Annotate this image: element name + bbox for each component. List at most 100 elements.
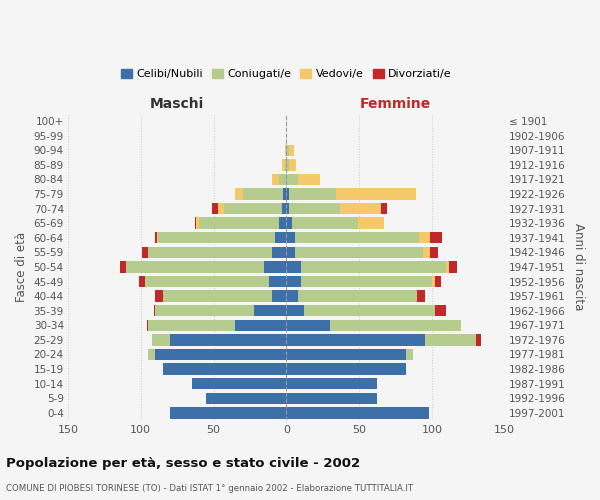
- Bar: [145, 276, 269, 287]
- Bar: [279, 174, 286, 185]
- Bar: [272, 246, 286, 258]
- Bar: [289, 203, 340, 214]
- Y-axis label: Anni di nascita: Anni di nascita: [572, 224, 585, 310]
- Bar: [286, 349, 406, 360]
- Bar: [381, 203, 387, 214]
- Bar: [224, 203, 282, 214]
- Bar: [272, 290, 286, 302]
- Bar: [419, 232, 430, 243]
- Bar: [286, 392, 377, 404]
- Bar: [163, 364, 286, 375]
- Bar: [272, 174, 279, 185]
- Bar: [269, 276, 286, 287]
- Bar: [170, 334, 286, 345]
- Bar: [163, 290, 272, 302]
- Bar: [336, 188, 416, 200]
- Bar: [358, 218, 384, 229]
- Bar: [286, 262, 301, 272]
- Bar: [289, 188, 336, 200]
- Bar: [279, 218, 286, 229]
- Bar: [286, 364, 406, 375]
- Bar: [155, 305, 254, 316]
- Bar: [286, 203, 289, 214]
- Bar: [286, 276, 301, 287]
- Bar: [146, 320, 148, 331]
- Bar: [425, 334, 476, 345]
- Bar: [292, 218, 358, 229]
- Bar: [476, 334, 481, 345]
- Bar: [286, 290, 298, 302]
- Bar: [330, 320, 461, 331]
- Bar: [158, 232, 275, 243]
- Bar: [449, 262, 457, 272]
- Bar: [285, 159, 286, 170]
- Bar: [286, 159, 289, 170]
- Bar: [121, 262, 126, 272]
- Bar: [139, 276, 145, 287]
- Bar: [154, 305, 155, 316]
- Bar: [282, 203, 286, 214]
- Bar: [157, 232, 158, 243]
- Bar: [286, 334, 425, 345]
- Bar: [235, 320, 286, 331]
- Bar: [286, 188, 289, 200]
- Text: Femmine: Femmine: [360, 97, 431, 111]
- Bar: [285, 144, 286, 156]
- Bar: [254, 305, 286, 316]
- Bar: [212, 203, 218, 214]
- Text: COMUNE DI PIOBESI TORINESE (TO) - Dati ISTAT 1° gennaio 2002 - Elaborazione TUTT: COMUNE DI PIOBESI TORINESE (TO) - Dati I…: [6, 484, 413, 493]
- Bar: [295, 246, 423, 258]
- Bar: [298, 174, 320, 185]
- Bar: [286, 305, 304, 316]
- Y-axis label: Fasce di età: Fasce di età: [15, 232, 28, 302]
- Bar: [218, 203, 224, 214]
- Bar: [430, 246, 437, 258]
- Bar: [298, 290, 418, 302]
- Bar: [423, 246, 430, 258]
- Bar: [286, 144, 289, 156]
- Bar: [304, 305, 435, 316]
- Text: Popolazione per età, sesso e stato civile - 2002: Popolazione per età, sesso e stato civil…: [6, 458, 360, 470]
- Bar: [196, 218, 199, 229]
- Bar: [418, 290, 425, 302]
- Bar: [199, 218, 279, 229]
- Bar: [435, 305, 446, 316]
- Bar: [289, 159, 296, 170]
- Bar: [194, 218, 196, 229]
- Bar: [340, 203, 381, 214]
- Bar: [435, 276, 440, 287]
- Bar: [152, 334, 170, 345]
- Bar: [148, 246, 272, 258]
- Bar: [406, 349, 413, 360]
- Bar: [301, 276, 432, 287]
- Bar: [142, 246, 148, 258]
- Bar: [148, 320, 235, 331]
- Bar: [301, 262, 446, 272]
- Bar: [286, 407, 429, 418]
- Bar: [206, 392, 286, 404]
- Bar: [286, 246, 295, 258]
- Bar: [148, 349, 155, 360]
- Bar: [286, 174, 298, 185]
- Bar: [286, 320, 330, 331]
- Bar: [286, 218, 292, 229]
- Bar: [126, 262, 265, 272]
- Bar: [170, 407, 286, 418]
- Bar: [242, 188, 283, 200]
- Text: Maschi: Maschi: [150, 97, 204, 111]
- Bar: [265, 262, 286, 272]
- Bar: [286, 232, 295, 243]
- Bar: [432, 276, 435, 287]
- Bar: [295, 232, 419, 243]
- Bar: [283, 188, 286, 200]
- Bar: [446, 262, 449, 272]
- Bar: [155, 290, 163, 302]
- Bar: [155, 349, 286, 360]
- Bar: [275, 232, 286, 243]
- Bar: [282, 159, 285, 170]
- Bar: [289, 144, 293, 156]
- Bar: [155, 232, 157, 243]
- Bar: [191, 378, 286, 390]
- Bar: [430, 232, 442, 243]
- Bar: [235, 188, 242, 200]
